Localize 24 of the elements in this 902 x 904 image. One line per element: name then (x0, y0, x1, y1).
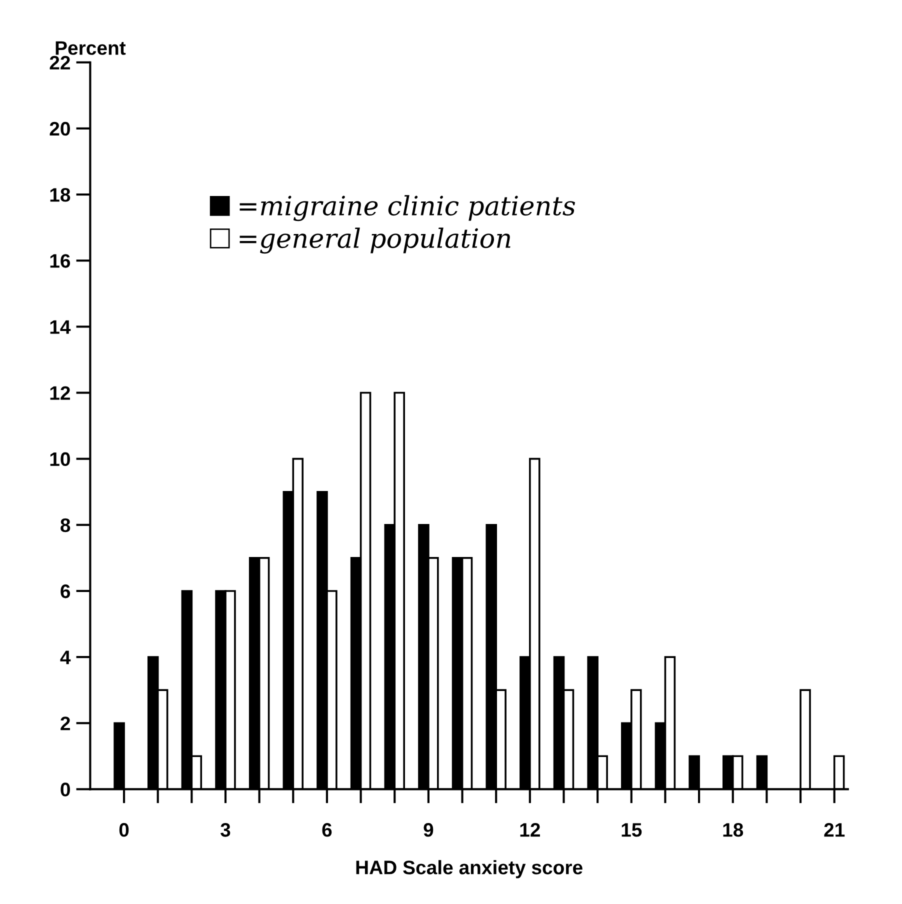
y-tick-label: 4 (60, 650, 71, 664)
y-tick-label: 12 (50, 386, 70, 400)
y-tick-label: 0 (60, 782, 70, 796)
x-tick-label: 18 (723, 823, 744, 837)
y-tick-label: 18 (50, 188, 70, 202)
y-tick-label: 22 (50, 56, 70, 70)
x-tick-label: 3 (220, 823, 230, 837)
y-tick-label: 14 (50, 320, 71, 334)
x-tick-label: 0 (119, 823, 129, 837)
legend-label: =migraine clinic patients (240, 195, 576, 222)
x-tick-label: 15 (622, 823, 642, 837)
x-tick-label: 21 (824, 823, 845, 837)
y-tick-label: 6 (60, 584, 70, 598)
y-tick-label: 10 (50, 452, 70, 466)
y-axis-title: Percent (56, 41, 126, 55)
x-tick-label: 6 (322, 823, 332, 837)
y-tick-label: 8 (60, 518, 70, 532)
x-tick-label: 9 (424, 823, 434, 837)
x-tick-label: 12 (520, 823, 540, 837)
legend-label: =general population (240, 228, 510, 254)
y-tick-label: 2 (60, 716, 70, 730)
y-tick-label: 20 (50, 122, 70, 136)
y-tick-label: 16 (50, 254, 70, 268)
x-axis-title: HAD Scale anxiety score (356, 860, 582, 878)
